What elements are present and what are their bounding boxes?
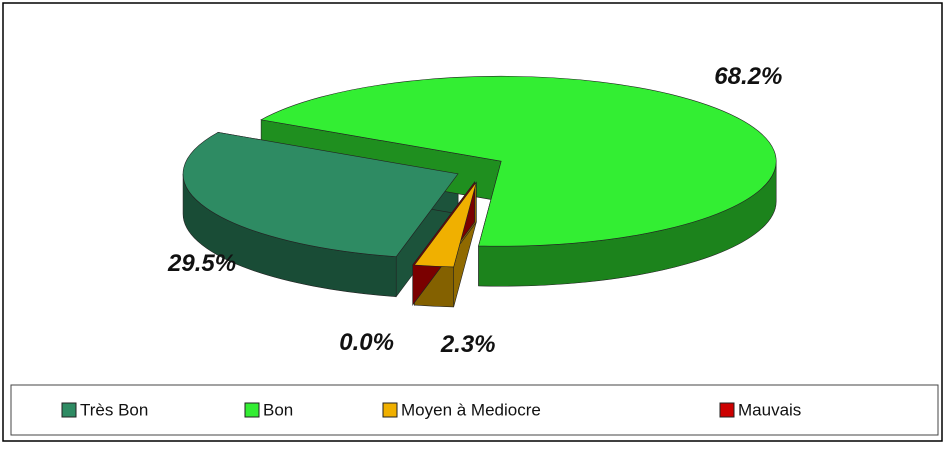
data-label: 2.3% — [440, 331, 496, 358]
legend-label: Moyen à Mediocre — [401, 400, 541, 419]
data-label: 29.5% — [167, 250, 236, 277]
legend-label: Très Bon — [80, 400, 148, 419]
data-label: 0.0% — [339, 329, 394, 356]
slice-tops — [182, 75, 777, 268]
slice-top — [413, 182, 477, 268]
legend-box — [10, 384, 939, 436]
legend-swatch — [61, 402, 77, 418]
legend-swatch — [244, 402, 260, 418]
legend-label: Mauvais — [738, 400, 801, 419]
legend-label: Bon — [263, 400, 293, 419]
legend-swatch — [382, 402, 398, 418]
data-label: 68.2% — [714, 63, 782, 90]
slice-top — [182, 132, 459, 257]
legend-swatch — [719, 402, 735, 418]
slice-top — [260, 75, 777, 247]
